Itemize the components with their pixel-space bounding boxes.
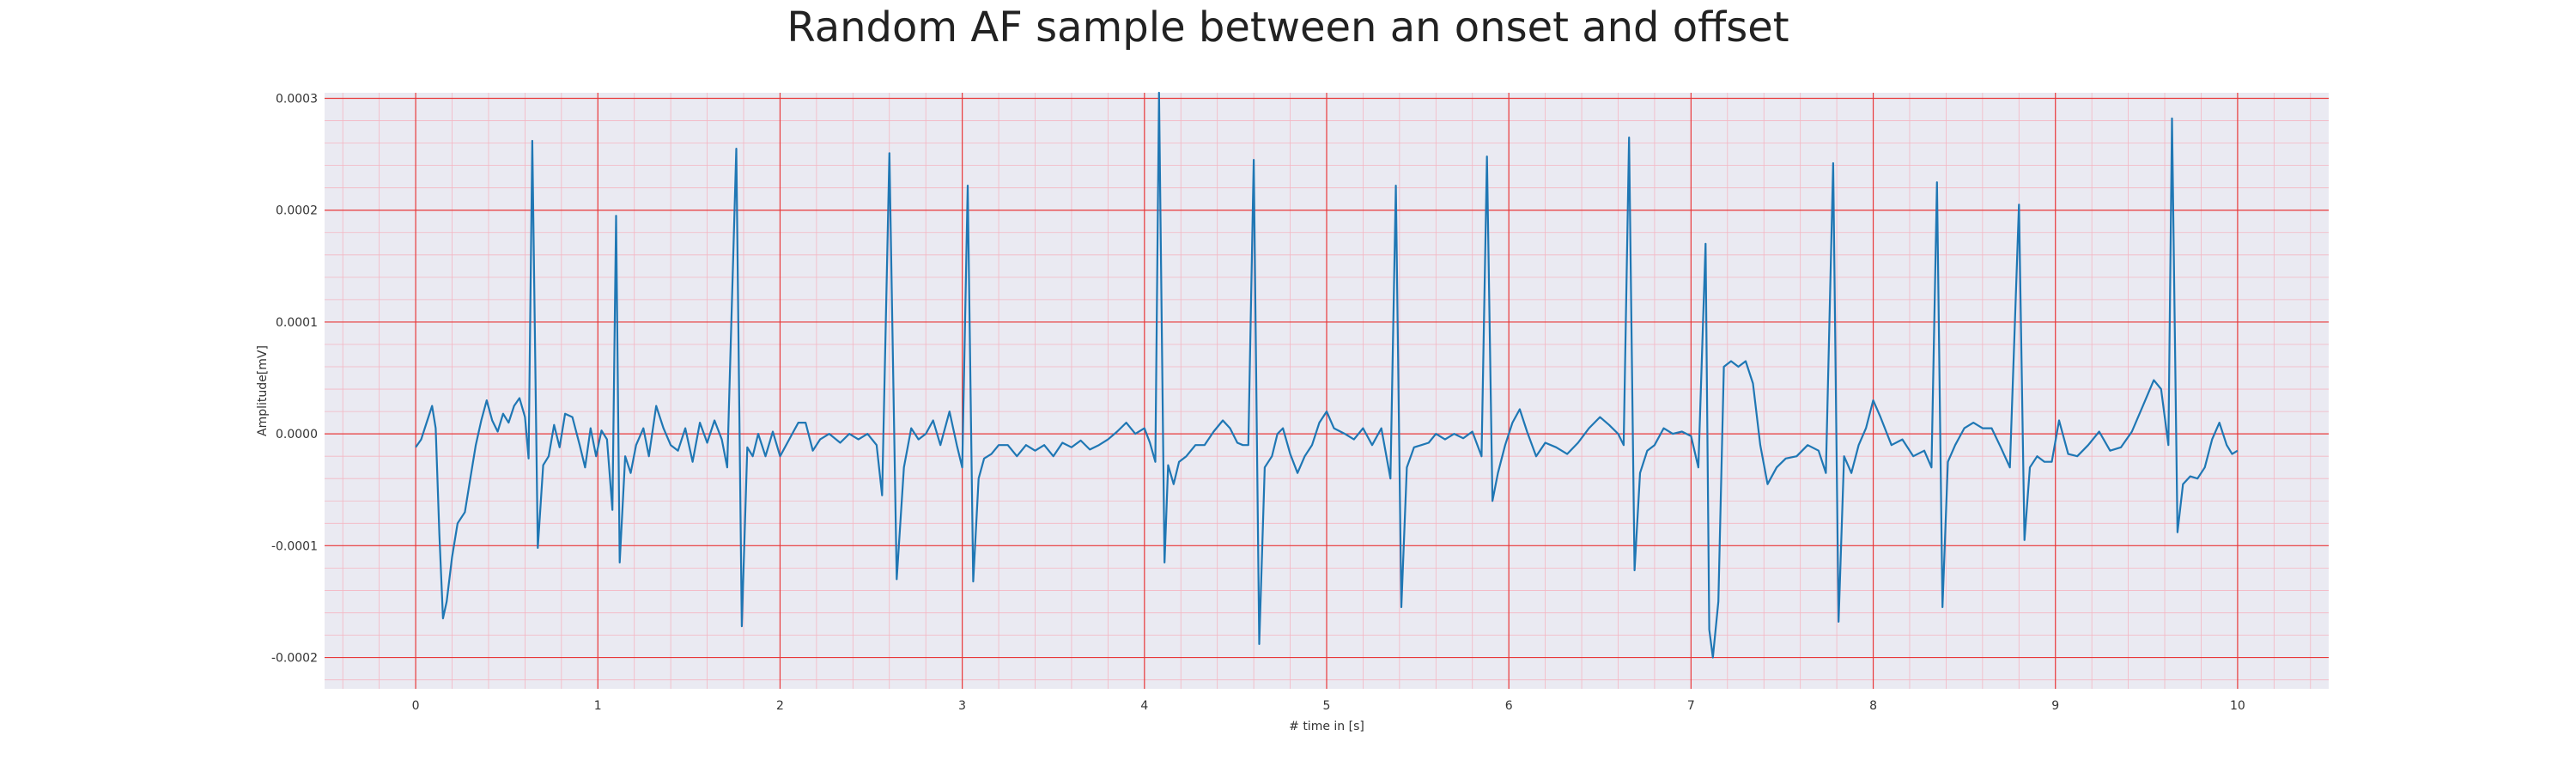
- x-axis-label: # time in [s]: [1289, 720, 1364, 733]
- y-axis-ticks: -0.0002 -0.0001 0.0000 0.0001 0.0002 0.0003: [271, 93, 318, 666]
- x-tick-label: 1: [594, 699, 602, 713]
- x-tick-label: 2: [776, 699, 784, 713]
- y-tick-label: 0.0002: [276, 204, 318, 218]
- y-tick-label: -0.0001: [271, 539, 318, 553]
- x-tick-label: 7: [1687, 699, 1695, 713]
- y-tick-label: 0.0003: [276, 93, 318, 107]
- x-tick-label: 0: [412, 699, 420, 713]
- x-axis-ticks: 0 1 2 3 4 5 6 7 8 9 10: [412, 699, 2245, 713]
- chart-title: Random AF sample between an onset and of…: [787, 3, 1789, 52]
- x-tick-label: 3: [958, 699, 966, 713]
- x-tick-label: 4: [1140, 699, 1148, 713]
- ecg-signal-line: [415, 91, 2239, 659]
- y-tick-label: 0.0001: [276, 316, 318, 330]
- x-tick-label: 5: [1323, 699, 1331, 713]
- major-grid: [325, 93, 2329, 689]
- x-tick-label: 8: [1869, 699, 1877, 713]
- y-tick-label: -0.0002: [271, 652, 318, 666]
- x-tick-label: 6: [1505, 699, 1513, 713]
- y-axis-label: Amplitude[mV]: [256, 345, 270, 436]
- x-tick-label: 10: [2230, 699, 2245, 713]
- y-tick-label: 0.0000: [276, 428, 318, 441]
- x-tick-label: 9: [2051, 699, 2059, 713]
